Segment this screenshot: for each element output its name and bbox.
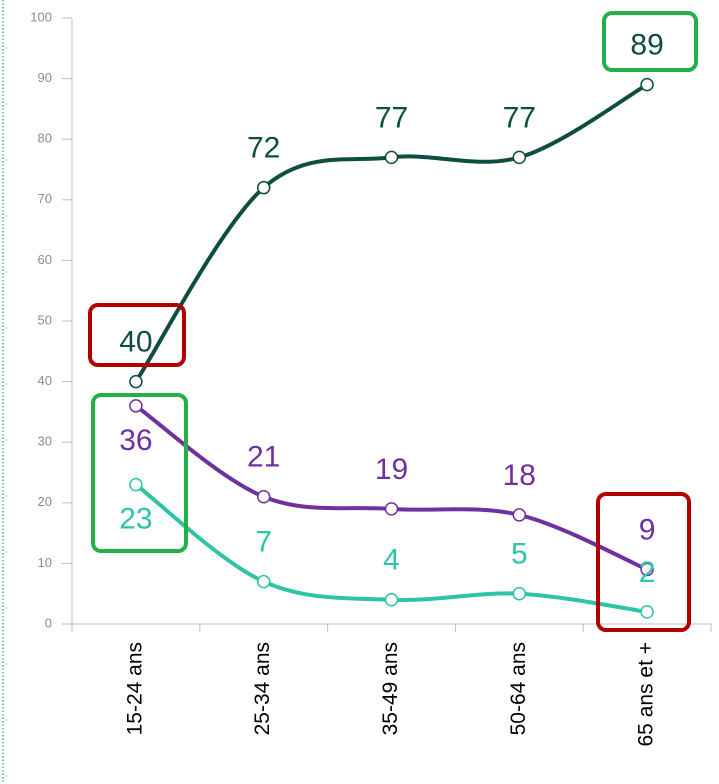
x-tick-label: 35-49 ans [379,642,402,735]
y-tick-label: 50 [38,312,52,327]
y-tick-label: 40 [38,373,52,388]
point [512,508,527,522]
highlight-box [602,11,698,72]
marks: 40 72 77 77 89 36 21 19 18 9 23 7 4 5 2 [119,29,664,619]
x-tick-label: 65 ans et + [635,642,658,747]
highlight-box [596,492,691,632]
y-tick-label: 70 [38,191,52,206]
data-label: 77 [375,101,408,134]
highlight-box [91,393,188,553]
data-label: 89 [630,29,663,62]
data-label: 4 [383,544,400,577]
y-tick-label: 30 [38,434,52,449]
point [129,477,143,492]
point [640,605,654,619]
data-label: 7 [255,526,272,559]
point [256,489,271,504]
data-label: 2 [639,556,656,589]
point [384,502,399,516]
data-label: 21 [247,441,280,474]
data-label: 19 [375,453,408,486]
point [256,574,271,589]
x-tick-label: 15-24 ans [123,642,146,735]
y-tick-label: 90 [38,70,52,85]
data-label: 9 [639,513,656,546]
axes: 0 10 20 30 40 50 60 70 80 90 100 15-24 ans 25-34 ans… [30,9,712,747]
data-label: 5 [511,538,528,571]
point [384,593,399,607]
x-tick-label: 50-64 ans [507,642,530,735]
point [384,150,399,165]
data-label: 23 [119,503,152,536]
data-label: 36 [119,424,152,457]
y-tick-label: 10 [38,555,52,570]
point [256,180,271,195]
point [640,77,654,92]
point [129,399,143,413]
data-label: 18 [503,459,536,492]
x-tick-label: 25-34 ans [251,642,274,735]
highlight-box [88,303,186,367]
data-label: 72 [247,132,280,165]
y-tick-label: 80 [38,131,52,146]
point [512,586,527,601]
y-tick-label: 0 [45,615,52,630]
y-tick-label: 20 [38,494,52,509]
point [640,562,654,577]
data-label: 40 [119,326,152,359]
y-tick-label: 60 [38,252,52,267]
point [129,374,143,389]
data-label: 77 [503,101,536,134]
point [512,150,527,165]
y-tick-label: 100 [30,9,52,24]
